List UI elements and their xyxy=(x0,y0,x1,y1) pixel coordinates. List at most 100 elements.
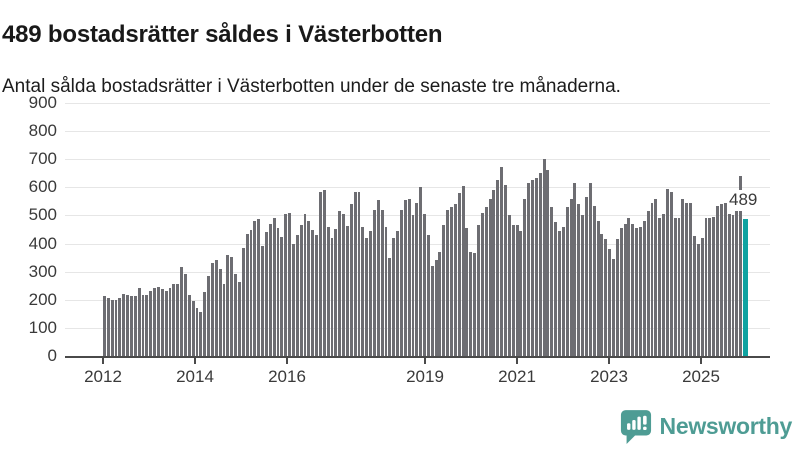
bar xyxy=(122,294,126,356)
bar xyxy=(716,205,720,356)
bar xyxy=(345,225,349,356)
y-axis-label: 900 xyxy=(28,93,57,112)
bar xyxy=(550,207,554,356)
bar xyxy=(110,299,114,356)
bar xyxy=(731,215,735,356)
bar xyxy=(708,217,712,356)
bar xyxy=(103,296,106,356)
bar xyxy=(500,166,504,356)
bar xyxy=(423,214,426,356)
bar xyxy=(666,189,669,356)
gridline xyxy=(65,103,770,104)
bar xyxy=(419,187,423,356)
bar xyxy=(137,287,141,356)
y-axis-label: 200 xyxy=(28,289,57,309)
bar xyxy=(720,204,723,356)
newsworthy-logo-text: Newsworthy xyxy=(659,413,793,439)
bar xyxy=(318,191,322,356)
bar xyxy=(311,229,315,356)
bar xyxy=(280,236,284,356)
gridline xyxy=(65,131,770,133)
bar xyxy=(604,239,608,356)
y-axis-label: 300 xyxy=(28,261,57,281)
bar xyxy=(561,226,565,356)
bar xyxy=(230,256,234,356)
bar xyxy=(176,283,180,356)
bar xyxy=(353,191,357,356)
x-axis-label: 2012 xyxy=(84,367,122,386)
bar xyxy=(218,268,222,356)
bar xyxy=(673,217,677,356)
bar xyxy=(523,198,527,356)
bar xyxy=(704,218,708,356)
bar xyxy=(511,225,515,356)
bar xyxy=(642,221,646,356)
x-axis-label: 2021 xyxy=(498,367,536,386)
x-axis-line xyxy=(65,356,770,358)
bar xyxy=(608,249,612,356)
bar xyxy=(623,223,627,356)
bar xyxy=(156,286,160,356)
bar xyxy=(399,209,403,356)
bar xyxy=(465,228,469,356)
bar xyxy=(388,257,392,356)
bar xyxy=(291,243,295,356)
bar xyxy=(426,235,430,356)
bar xyxy=(461,185,465,356)
x-axis-tick xyxy=(424,358,426,364)
bar xyxy=(245,234,249,356)
bar xyxy=(126,295,130,356)
bar xyxy=(288,212,291,356)
bar xyxy=(654,198,658,356)
bar xyxy=(658,218,662,356)
bar xyxy=(257,219,261,356)
bar xyxy=(407,198,411,356)
bar xyxy=(234,273,238,356)
bar xyxy=(145,294,149,356)
bar xyxy=(168,287,172,356)
bar xyxy=(133,295,137,356)
gridline xyxy=(65,187,770,189)
chart-subtitle: Antal sålda bostadsrätter i Västerbotten… xyxy=(2,76,621,97)
bar xyxy=(241,247,245,356)
bar xyxy=(411,215,415,356)
bar xyxy=(596,221,600,356)
gridline xyxy=(65,159,770,161)
bar xyxy=(677,218,681,356)
x-axis-tick xyxy=(102,358,104,364)
bar xyxy=(396,230,399,356)
x-axis-label: 2019 xyxy=(406,367,444,386)
bar xyxy=(515,224,519,356)
bar xyxy=(573,182,577,356)
bar xyxy=(361,226,365,356)
bar xyxy=(180,267,184,356)
bar xyxy=(307,221,311,356)
bar xyxy=(183,273,187,356)
bar xyxy=(303,214,307,356)
bar xyxy=(546,170,550,356)
bar xyxy=(141,295,145,356)
bar xyxy=(542,159,546,356)
bar xyxy=(365,237,369,356)
bar xyxy=(434,260,438,356)
bar xyxy=(191,300,195,356)
x-axis-tick xyxy=(608,358,610,364)
bar xyxy=(415,202,419,356)
bar xyxy=(592,205,596,356)
bar xyxy=(696,243,700,356)
page-title: 489 bostadsrätter såldes i Västerbotten xyxy=(2,21,443,49)
bar xyxy=(689,202,693,356)
bar xyxy=(588,183,592,356)
bar xyxy=(650,202,654,356)
bar xyxy=(453,204,457,356)
bar xyxy=(685,202,689,356)
bar xyxy=(492,190,496,356)
bar xyxy=(264,232,268,356)
bar xyxy=(195,307,199,356)
x-axis-tick xyxy=(194,358,196,364)
bar xyxy=(210,263,214,356)
bar xyxy=(430,266,434,356)
bar xyxy=(565,207,569,356)
bar xyxy=(477,225,480,356)
bar xyxy=(569,198,573,356)
